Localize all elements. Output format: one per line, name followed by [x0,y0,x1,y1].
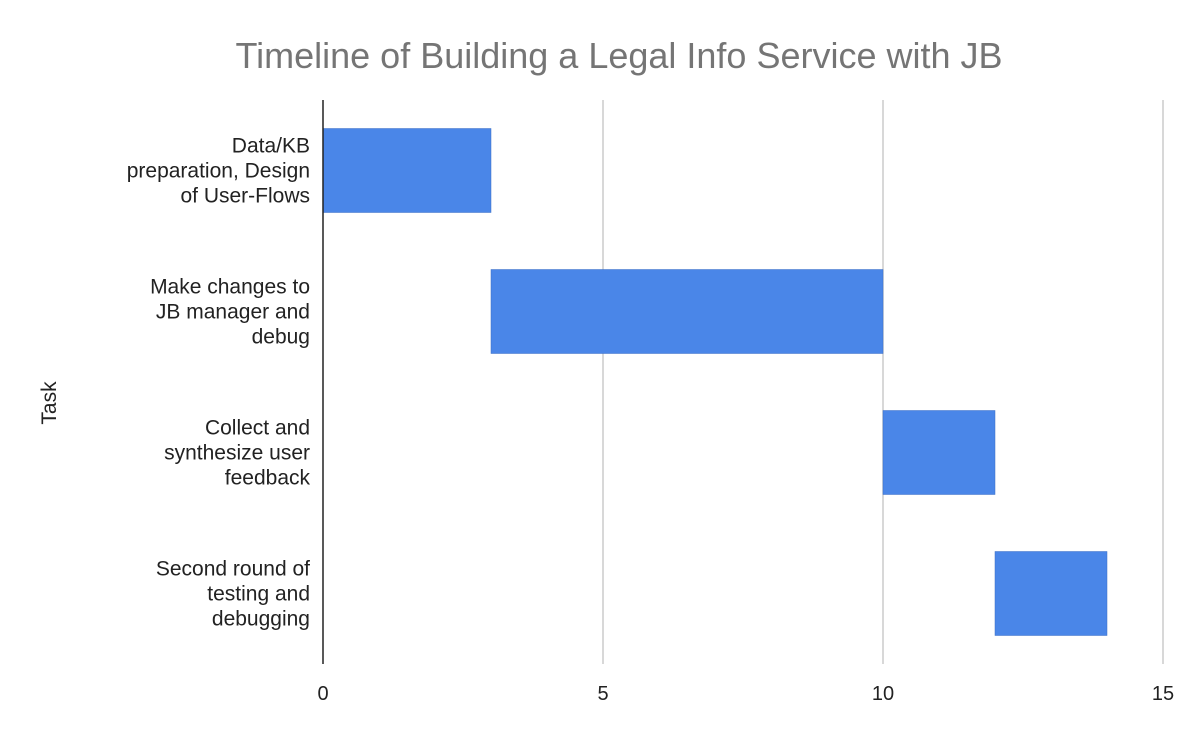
task-label-line: preparation, Design [127,160,310,183]
task-bar [994,551,1108,636]
bars [322,128,1108,636]
task-bar [490,269,884,354]
task-label-line: debug [252,326,310,349]
task-label: Collect and synthesize user feedback [164,417,310,490]
labels: 0 5 10 15 Data/KB preparation, Design of User-… [127,135,1174,706]
task-label-line: testing and [207,583,310,606]
x-tick-label: 5 [597,683,608,705]
task-label-line: JB manager and [156,301,310,324]
gridlines [602,100,1164,664]
task-label-line: Collect and [205,417,310,440]
task-label-line: Make changes to [150,276,310,299]
task-bar [322,128,492,213]
task-label-line: debugging [212,608,310,631]
x-tick-label: 10 [872,683,894,705]
task-label-line: synthesize user [164,442,310,465]
x-tick-label: 0 [317,683,328,705]
task-label-line: of User-Flows [180,185,310,208]
task-label: Second round of testing and debugging [156,558,310,631]
task-label-line: Second round of [156,558,310,581]
task-bar [882,410,996,495]
task-label: Make changes to JB manager and debug [150,276,310,349]
task-label-line: feedback [225,467,311,490]
chart-title: Timeline of Building a Legal Info Servic… [235,35,1002,76]
task-label-line: Data/KB [232,135,310,158]
y-axis-title: Task [38,381,61,425]
x-tick-label: 15 [1152,683,1174,705]
task-label: Data/KB preparation, Design of User-Flows [127,135,310,208]
